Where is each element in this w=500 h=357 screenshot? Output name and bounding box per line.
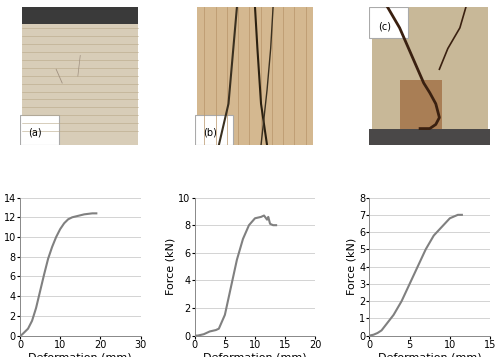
Text: (b): (b) <box>203 128 217 138</box>
Bar <box>22 7 138 24</box>
Bar <box>400 80 442 129</box>
Bar <box>370 129 490 145</box>
Text: (a): (a) <box>28 128 42 138</box>
Bar <box>20 115 59 145</box>
Y-axis label: Force (kN): Force (kN) <box>166 238 175 295</box>
X-axis label: Deformation (mm): Deformation (mm) <box>28 352 132 357</box>
X-axis label: Deformation (mm): Deformation (mm) <box>203 352 307 357</box>
Bar <box>370 7 408 37</box>
Y-axis label: Force (kN): Force (kN) <box>346 238 356 295</box>
Bar <box>194 115 234 145</box>
Text: (c): (c) <box>378 21 391 31</box>
X-axis label: Deformation (mm): Deformation (mm) <box>378 352 482 357</box>
